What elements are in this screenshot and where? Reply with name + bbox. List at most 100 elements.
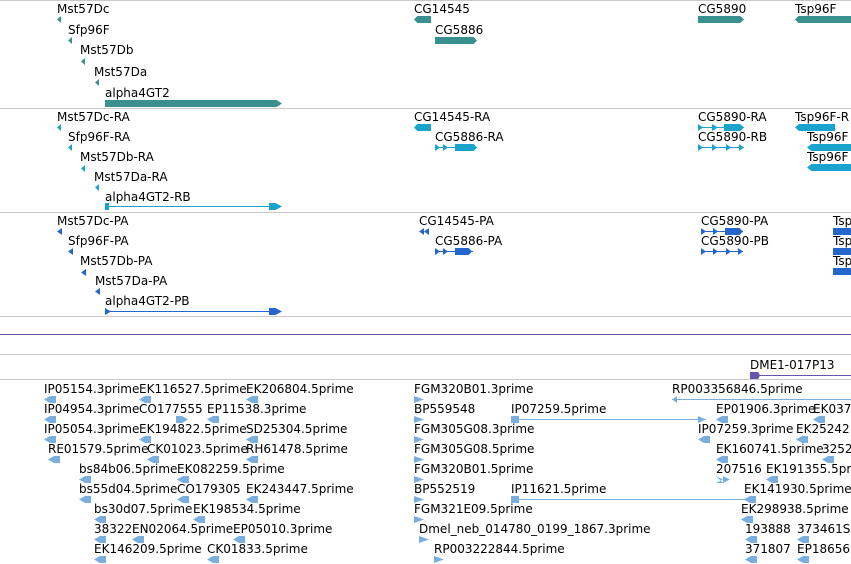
transcript-glyph[interactable]	[95, 184, 99, 191]
protein-exon[interactable]	[455, 248, 472, 255]
est-glyph[interactable]	[813, 416, 825, 423]
transcript-exon[interactable]	[739, 144, 744, 151]
est-label[interactable]: FGM321E09.5prime	[414, 502, 533, 516]
est-label[interactable]: EK25242	[796, 422, 850, 436]
transcript-exon[interactable]	[455, 144, 477, 151]
protein-glyph[interactable]	[95, 288, 100, 295]
transcript-label[interactable]: Mst57Da-RA	[94, 170, 168, 184]
est-glyph[interactable]	[672, 396, 677, 403]
est-label[interactable]: Dmel_neb_014780_0199_1867.3prime	[419, 522, 651, 536]
transcript-label[interactable]: Tsp96F	[807, 130, 849, 144]
est-glyph[interactable]	[745, 536, 757, 543]
transcript-glyph[interactable]	[795, 124, 835, 131]
transcript-label[interactable]: Mst57Db-RA	[80, 150, 154, 164]
est-glyph[interactable]	[79, 476, 91, 483]
transcript-exon[interactable]	[435, 144, 440, 151]
est-glyph[interactable]	[822, 456, 834, 463]
transcript-exon[interactable]	[712, 144, 717, 151]
est-label[interactable]: EN02064.5prime	[132, 522, 234, 536]
gene-glyph[interactable]	[105, 100, 282, 107]
gene-label[interactable]: alpha4GT2	[105, 86, 170, 100]
est-glyph[interactable]	[414, 476, 424, 483]
est-glyph[interactable]	[246, 496, 258, 503]
transcript-glyph[interactable]	[81, 165, 85, 172]
transcript-label[interactable]: CG5886-RA	[435, 130, 504, 144]
est-glyph[interactable]	[511, 416, 519, 423]
est-glyph[interactable]	[139, 396, 151, 403]
est-label[interactable]: EK037	[813, 402, 851, 416]
est-label[interactable]: 38322	[94, 522, 133, 536]
protein-exon[interactable]	[725, 228, 743, 235]
est-glyph[interactable]	[698, 416, 706, 423]
est-label[interactable]: FGM305G08.3prime	[414, 422, 535, 436]
protein-label[interactable]: Tsp	[833, 234, 851, 248]
est-label[interactable]: CO177555	[139, 402, 203, 416]
est-label[interactable]: FGM320B01.3prime	[414, 382, 534, 396]
est-glyph[interactable]	[132, 536, 144, 543]
est-label[interactable]: 207516	[716, 462, 762, 476]
protein-label[interactable]: alpha4GT2-PB	[105, 294, 190, 308]
est-label[interactable]: IP05154.3prime	[44, 382, 140, 396]
est-glyph[interactable]	[745, 556, 757, 563]
est-label[interactable]: BP552519	[414, 482, 476, 496]
transcript-label[interactable]: Tsp96F-R	[795, 110, 850, 124]
transcript-glyph[interactable]	[57, 124, 61, 131]
transcript-label[interactable]: CG5890-RA	[698, 110, 767, 124]
gene-glyph[interactable]	[414, 16, 431, 23]
est-label[interactable]: EK194822.5prime	[139, 422, 247, 436]
transcript-exon[interactable]	[724, 124, 744, 131]
protein-exon[interactable]	[701, 248, 706, 255]
est-label[interactable]: EK160741.5prime	[716, 442, 824, 456]
est-label[interactable]: 371807	[745, 542, 791, 556]
est-glyph[interactable]	[246, 456, 258, 463]
est-glyph[interactable]	[744, 496, 756, 503]
est-glyph[interactable]	[139, 436, 151, 443]
protein-label[interactable]: Mst57Db-PA	[80, 254, 153, 268]
est-glyph[interactable]	[79, 496, 91, 503]
est-label[interactable]: bs84b06.5prime	[79, 462, 178, 476]
est-glyph[interactable]	[796, 436, 808, 443]
est-label[interactable]: 373461S	[797, 522, 851, 536]
protein-exon[interactable]	[435, 248, 440, 255]
protein-label[interactable]: CG5886-PA	[435, 234, 503, 248]
est-label[interactable]: EP11538.3prime	[207, 402, 307, 416]
gene-label[interactable]: Mst57Db	[80, 43, 134, 57]
est-label[interactable]: 193888	[745, 522, 791, 536]
gene-glyph[interactable]	[698, 16, 744, 23]
protein-exon[interactable]	[701, 228, 706, 235]
transcript-glyph[interactable]	[68, 144, 72, 151]
protein-label[interactable]: Mst57Da-PA	[95, 274, 168, 288]
gene-glyph[interactable]	[795, 16, 851, 23]
est-glyph[interactable]	[177, 496, 189, 503]
transcript-exon[interactable]	[698, 124, 703, 131]
est-label[interactable]: IP04954.3prime	[44, 402, 140, 416]
transcript-glyph[interactable]	[807, 164, 851, 171]
protein-glyph[interactable]	[81, 269, 86, 276]
est-glyph[interactable]	[94, 516, 106, 523]
transcript-glyph[interactable]	[807, 144, 851, 151]
protein-label[interactable]: CG5890-PB	[701, 234, 770, 248]
est-glyph[interactable]	[716, 456, 728, 463]
est-glyph[interactable]	[94, 556, 106, 563]
est-label[interactable]: IP11621.5prime	[511, 482, 607, 496]
gene-glyph[interactable]	[81, 58, 85, 65]
est-label[interactable]: bs55d04.5prime	[79, 482, 178, 496]
gene-glyph[interactable]	[68, 37, 72, 44]
est-glyph[interactable]	[48, 456, 60, 463]
gene-glyph[interactable]	[57, 16, 61, 23]
protein-label[interactable]: CG14545-PA	[419, 214, 494, 228]
transcript-exon[interactable]	[443, 144, 448, 151]
est-label[interactable]: bs30d07.5prime	[94, 502, 193, 516]
est-glyph[interactable]	[414, 396, 424, 403]
est-label[interactable]: RH61478.5prime	[246, 442, 348, 456]
est-glyph[interactable]	[207, 416, 219, 423]
est-glyph[interactable]	[44, 436, 56, 443]
est-label[interactable]: RE01579.5prime	[48, 442, 149, 456]
transcript-exon[interactable]	[105, 203, 109, 210]
est-glyph[interactable]	[207, 556, 219, 563]
est-glyph[interactable]	[233, 536, 245, 543]
protein-exon[interactable]	[713, 248, 718, 255]
est-label[interactable]: EK206804.5prime	[246, 382, 354, 396]
est-glyph[interactable]	[716, 416, 728, 423]
est-label[interactable]: 3252	[822, 442, 851, 456]
